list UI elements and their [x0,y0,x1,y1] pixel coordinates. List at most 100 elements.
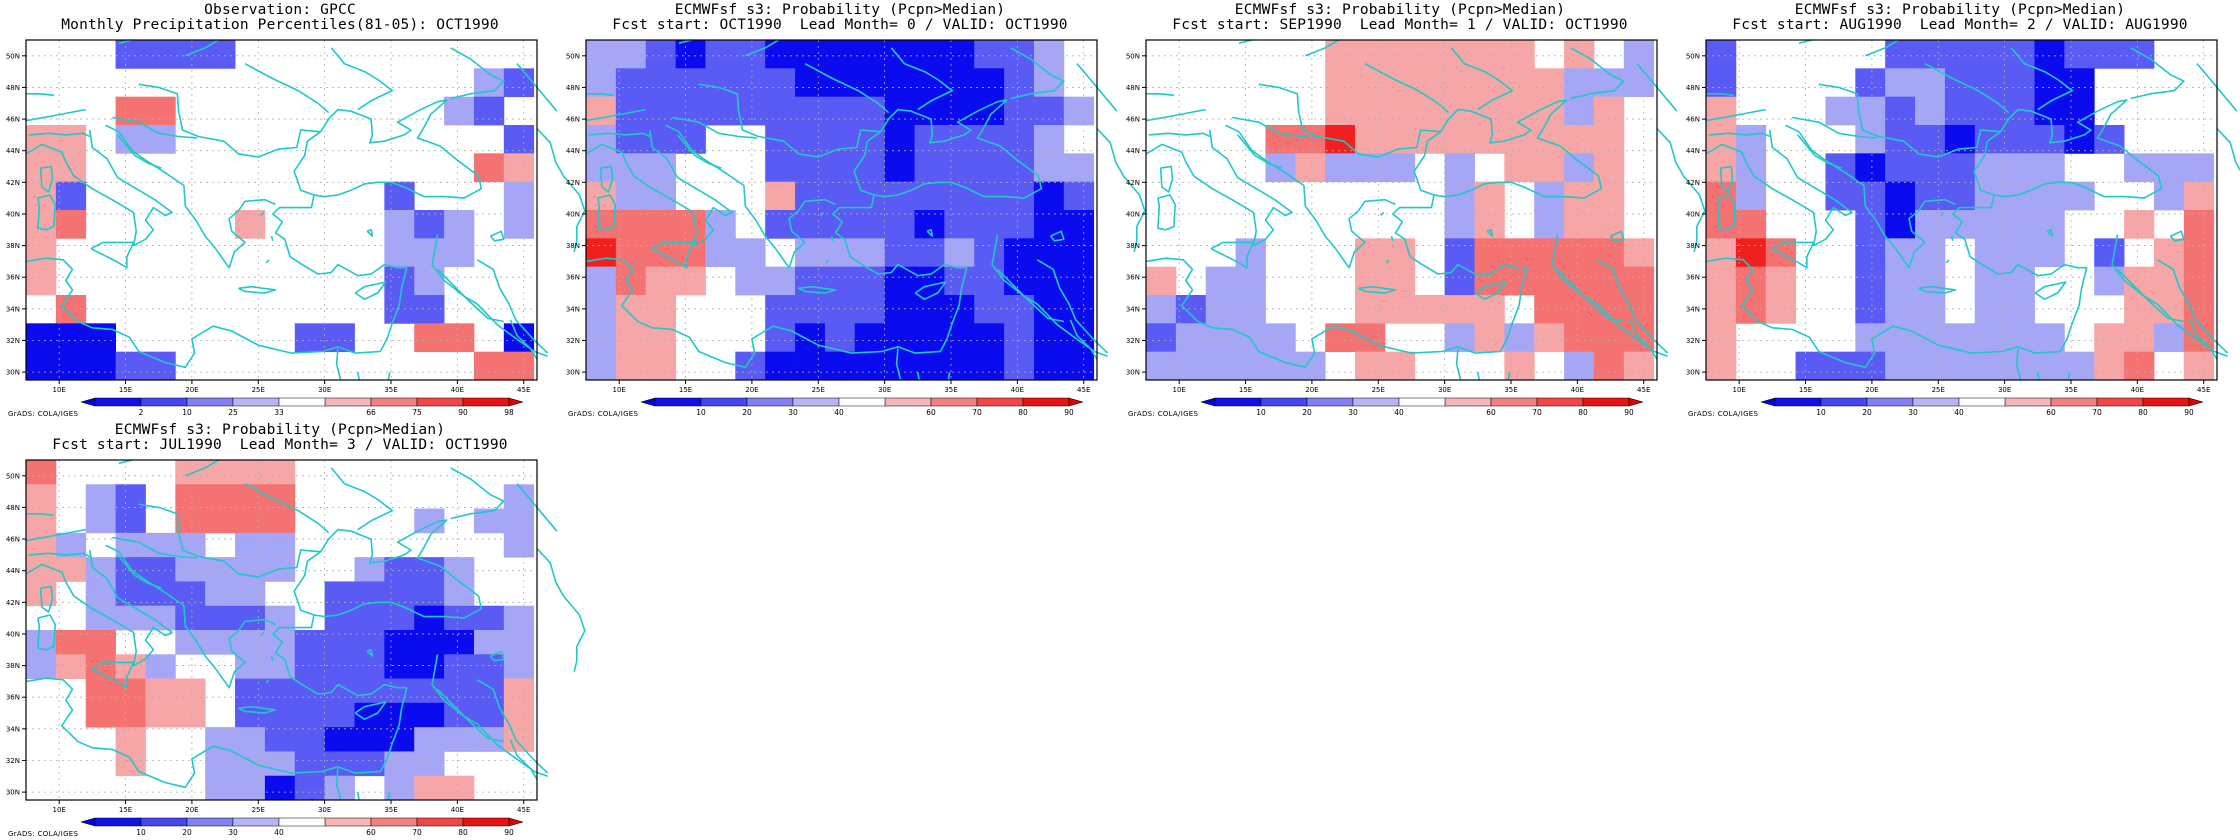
grid-cell [26,125,57,154]
grid-cell [384,238,415,268]
grid-cell [1915,210,1946,239]
x-tick-label: 15E [1799,386,1812,394]
grid-cell [115,678,146,704]
grid-cell [1564,40,1595,69]
grid-cell [235,605,266,631]
coastline [244,482,330,534]
y-tick-label: 46N [566,116,580,124]
grid-cell [884,210,915,239]
grid-cell [503,153,535,183]
grid-cell [1735,181,1767,211]
grid-cell [1235,266,1266,296]
grid-cell [854,40,886,69]
colorbar-swatch [324,397,372,407]
x-tick-label: 10E [1173,386,1186,394]
grid-cell [1146,295,1177,324]
grid-cell [384,751,415,777]
grid-cell [735,238,766,268]
coastline [1477,371,1480,381]
grid-cell [324,702,355,728]
grid-cell [205,605,236,631]
y-tick-label: 50N [6,52,20,60]
colorbar-label: 20 [742,408,752,417]
x-tick-label: 35E [384,386,397,394]
coastline [509,319,538,360]
grid-cell [55,210,87,239]
coastline [1390,235,1394,242]
colorbar-label: 60 [926,408,936,417]
y-tick-label: 40N [566,210,580,218]
grid-cell [1706,125,1737,154]
grid-cell [645,181,676,211]
coastline [25,257,381,369]
grid-cell [2004,153,2035,183]
grid-cell [1384,153,1416,183]
grid-cell [2124,351,2155,381]
coastline [1706,93,1734,97]
coastline [1385,259,1390,264]
grid-cell [1593,210,1625,239]
coastline [260,631,265,637]
colorbar-swatch [746,397,794,407]
y-tick-label: 32N [1686,337,1700,345]
coastline [379,267,408,352]
grid-cell [1033,40,1065,69]
grid-cell [1974,266,2006,296]
coastline [1305,39,1339,57]
grid-cell [1235,295,1266,324]
coastline [2015,348,2022,381]
grid-cell [324,605,355,631]
colorbar-left-arrow [80,817,96,827]
grid-cell [2183,238,2215,268]
x-tick-label: 35E [944,386,957,394]
grid-cell [586,210,617,239]
grid-cell [1564,68,1595,98]
y-tick-label: 44N [566,147,580,155]
grid-cell [1885,295,1916,324]
grid-cell [384,181,415,211]
grid-cell [854,351,886,381]
grid-cell [1564,351,1595,381]
grid-cell [235,775,266,801]
coastline [585,257,941,369]
grid-cell [264,654,296,679]
grid-cell [1444,68,1475,98]
grid-cell [1175,351,1207,381]
grid-cell [26,238,57,268]
map-panel-lead1: ECMWFsf s3: Probability (Pcpn>Median) Fc… [1120,0,1706,420]
grid-cell [414,605,445,631]
grid-cell [1915,40,1946,69]
grid-cell [1355,238,1386,268]
grid-cell [26,484,57,509]
grid-cell [384,210,415,239]
grid-cell [765,351,796,381]
grid-cell [503,605,535,631]
grid-cell [2064,40,2095,69]
coastline [1499,267,1528,352]
grid-cell [444,702,475,728]
y-tick-label: 44N [1126,147,1140,155]
grid-cell [795,210,826,239]
y-tick-label: 30N [1126,369,1140,377]
y-tick-label: 32N [6,757,20,765]
panel-subtitle: Fcst start: JUL1990 Lead Month= 3 / VALI… [52,437,508,453]
grid-cell [1623,238,1655,268]
grid-cell [586,323,617,353]
coastline [1507,371,1511,381]
grid-cell [1235,323,1266,353]
grid-cell [1355,351,1386,381]
grid-cell [1534,125,1565,154]
y-tick-label: 32N [1126,337,1140,345]
grid-cell [294,654,326,679]
colorbar-swatch [1820,397,1868,407]
grid-cell [795,295,826,324]
y-tick-label: 38N [6,662,20,670]
coastline [431,234,548,358]
coastline [1236,134,1282,169]
coastline [25,549,173,667]
grid-cell [2183,210,2215,239]
colorbar-label: 70 [1532,408,1542,417]
coastlines [1705,39,2240,381]
grid-cell [473,727,505,752]
colorbar: 10 20 30 40 60 70 80 90 [1200,397,1644,417]
